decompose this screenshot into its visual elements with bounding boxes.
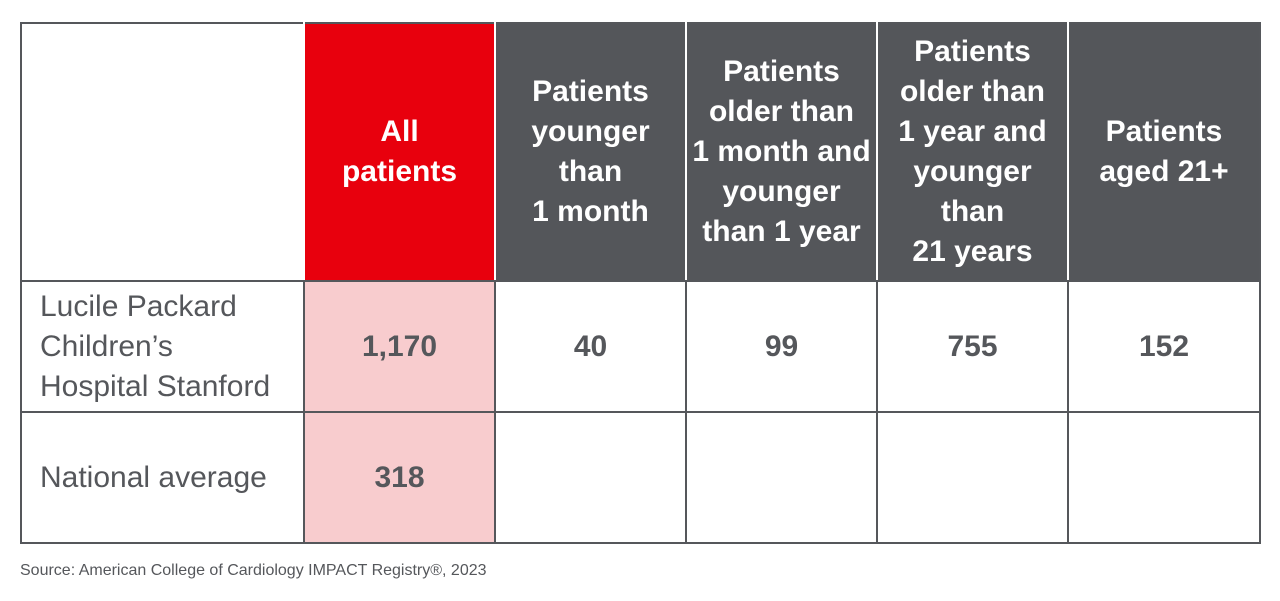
header-younger-than-1-month: Patients younger than 1 month xyxy=(494,22,687,282)
header-1-month-to-1-year: Patients older than 1 month and younger … xyxy=(685,22,878,282)
source-note: Source: American College of Cardiology I… xyxy=(20,562,487,579)
header-aged-21-plus: Patients aged 21+ xyxy=(1067,22,1261,282)
row-label: National average xyxy=(20,411,305,544)
cell-value xyxy=(876,411,1069,544)
data-table: All patients Patients younger than 1 mon… xyxy=(20,22,1261,544)
cell-value xyxy=(1067,411,1261,544)
header-all-patients: All patients xyxy=(303,22,496,282)
cell-value xyxy=(494,411,687,544)
header-1-year-to-21-years: Patients older than 1 year and younger t… xyxy=(876,22,1069,282)
cell-value: 755 xyxy=(876,280,1069,413)
table-row-lucile-packard: Lucile Packard Children’s Hospital Stanf… xyxy=(20,280,1261,413)
cell-value: 318 xyxy=(303,411,496,544)
cell-value: 1,170 xyxy=(303,280,496,413)
cell-value: 40 xyxy=(494,280,687,413)
cell-value: 99 xyxy=(685,280,878,413)
cell-value xyxy=(685,411,878,544)
cell-value: 152 xyxy=(1067,280,1261,413)
header-row: All patients Patients younger than 1 mon… xyxy=(20,22,1261,282)
header-empty-cell xyxy=(20,22,305,282)
table-row-national-average: National average 318 xyxy=(20,411,1261,544)
row-label: Lucile Packard Children’s Hospital Stanf… xyxy=(20,280,305,413)
